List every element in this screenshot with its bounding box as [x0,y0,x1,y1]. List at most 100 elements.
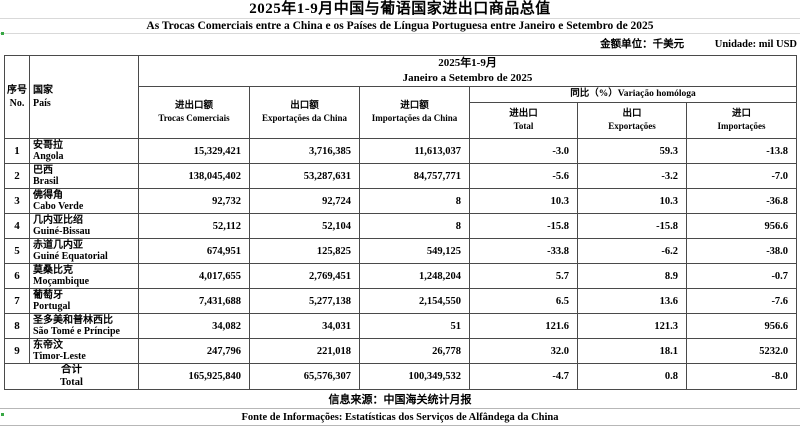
cell-country: 葡萄牙 Portugal [29,288,139,314]
cell-yoy-exports: 10.3 [577,188,687,214]
cell-country: 东帝汶 Timor-Leste [29,338,139,364]
cell-imports: 1,248,204 [359,263,470,289]
cell-yoy-total: 121.6 [469,313,578,339]
cell-yoy-exports: 8.9 [577,263,687,289]
col-header-yoy-exports-zh: 出口 [622,109,642,120]
cell-country: 巴西 Brasil [29,163,139,189]
cell-yoy-exports: -6.2 [577,238,687,264]
cell-trade: 138,045,402 [138,163,250,189]
country-name-pt: Guiné Equatorial [33,251,108,262]
cell-yoy-imports: -7.0 [685,163,798,189]
cell-exports: 92,724 [249,188,360,214]
cell-yoy-imports: 956.6 [685,313,798,339]
cell-imports: 51 [359,313,470,339]
table-row: 3 佛得角 Cabo Verde 92,732 92,724 8 10.3 10.3 -36.8 [4,188,798,214]
col-header-exports: 出口额 Exportações da China [249,86,360,139]
cell-exports: 52,104 [249,213,360,239]
unit-label-zh: 金额单位：千美元 [600,39,685,50]
table-row: 6 莫桑比克 Moçambique 4,017,655 2,769,451 1,248,2… [4,263,798,289]
cell-exports: 53,287,631 [249,163,360,189]
country-name-pt: Moçambique [33,276,90,287]
country-name-pt: Guiné-Bissau [33,226,91,237]
total-label-zh: 合计 [61,364,82,376]
col-header-yoy-imports: 进口 Importações [685,102,798,139]
country-name-zh: 巴西 [33,164,53,176]
cell-trade: 15,329,421 [138,138,250,164]
col-header-yoy-total: 进出口 Total [469,102,578,139]
cell-yoy-imports: -38.0 [685,238,798,264]
country-name-zh: 几内亚比绍 [33,214,83,226]
total-cell-yoy-imports: -8.0 [685,363,798,390]
country-name-pt: Portugal [33,301,71,312]
cell-trade: 4,017,655 [138,263,250,289]
country-name-pt: Angola [33,151,64,162]
cell-yoy-total: 5.7 [469,263,578,289]
country-name-zh: 圣多美和普林西比 [33,314,113,326]
cell-yoy-total: 10.3 [469,188,578,214]
cell-yoy-imports: 956.6 [685,213,798,239]
source-line-pt: Fonte de Informações: Estatísticas dos S… [0,409,800,426]
col-header-country-zh: 国家 [33,85,53,96]
cell-imports: 549,125 [359,238,470,264]
unit-row: 金额单位：千美元 Unidade: mil USD [0,34,800,55]
period-header: 2025年1-9月 Janeiro a Setembro de 2025 [137,55,798,87]
table-row: 8 圣多美和普林西比 São Tomé e Príncipe 34,082 34,031… [4,313,798,339]
cell-trade: 674,951 [138,238,250,264]
country-name-zh: 葡萄牙 [33,289,63,301]
cell-exports: 2,769,451 [249,263,360,289]
cell-imports: 26,778 [359,338,470,364]
cell-exports: 125,825 [249,238,360,264]
table-row: 7 葡萄牙 Portugal 7,431,688 5,277,138 2,154,550 6… [4,288,798,314]
total-cell-yoy-exports: 0.8 [577,363,687,390]
total-cell-exports: 65,576,307 [249,363,360,390]
cell-yoy-exports: 59.3 [577,138,687,164]
page-subtitle: As Trocas Comerciais entre a China e os … [0,19,800,34]
cell-no: 7 [4,288,30,314]
col-header-exports-pt: Exportações da China [261,112,347,123]
cell-exports: 221,018 [249,338,360,364]
table-row: 5 赤道几内亚 Guiné Equatorial 674,951 125,825 549,… [4,238,798,264]
col-header-trade-pt: Trocas Comerciais [158,112,230,123]
col-header-country-pt: País [33,98,51,109]
cell-imports: 8 [359,213,470,239]
table-row: 2 巴西 Brasil 138,045,402 53,287,631 84,757,771… [4,163,798,189]
col-header-trade: 进出口额 Trocas Comerciais [138,86,250,139]
cell-country: 佛得角 Cabo Verde [29,188,139,214]
col-header-yoy-exports-pt: Exportações [608,120,656,131]
page-title: 2025年1-9月中国与葡语国家进出口商品总值 [0,0,800,19]
cell-country: 圣多美和普林西比 São Tomé e Príncipe [29,313,139,339]
cell-yoy-exports: 121.3 [577,313,687,339]
col-header-trade-zh: 进出口额 [174,101,213,112]
cell-yoy-total: -5.6 [469,163,578,189]
green-dot-artifact [1,413,4,416]
col-header-imports-zh: 进口额 [400,101,429,112]
cell-yoy-total: -15.8 [469,213,578,239]
cell-country: 赤道几内亚 Guiné Equatorial [29,238,139,264]
total-label: 合计 Total [4,363,139,390]
total-label-pt: Total [60,376,83,388]
cell-yoy-exports: 18.1 [577,338,687,364]
col-header-yoy-total-zh: 进出口 [509,109,538,120]
col-header-yoy-imports-zh: 进口 [732,109,752,120]
period-header-zh: 2025年1-9月 [438,57,497,70]
cell-no: 9 [4,338,30,364]
col-header-yoy-exports: 出口 Exportações [577,102,687,139]
unit-label-pt: Unidade: mil USD [714,39,797,50]
cell-imports: 8 [359,188,470,214]
cell-yoy-imports: -0.7 [685,263,798,289]
cell-yoy-exports: -3.2 [577,163,687,189]
cell-exports: 3,716,385 [249,138,360,164]
col-header-no-pt: No. [9,98,25,109]
cell-yoy-imports: 5232.0 [685,338,798,364]
col-header-country: 国家 País [29,55,139,139]
cell-country: 几内亚比绍 Guiné-Bissau [29,213,139,239]
table-header: 序号 No. 国家 País 2025年1-9月 Janeiro a Setem… [4,55,798,139]
col-header-imports-pt: Importações da China [371,112,458,123]
cell-yoy-total: -33.8 [469,238,578,264]
cell-exports: 34,031 [249,313,360,339]
period-header-pt: Janeiro a Setembro de 2025 [402,72,533,84]
cell-trade: 7,431,688 [138,288,250,314]
table-row: 1 安哥拉 Angola 15,329,421 3,716,385 11,613,037-… [4,138,798,164]
total-row: 合计 Total 165,925,840 65,576,307 100,349,532-… [4,363,798,390]
yoy-header: 同比（%）Variação homóloga [468,86,798,103]
